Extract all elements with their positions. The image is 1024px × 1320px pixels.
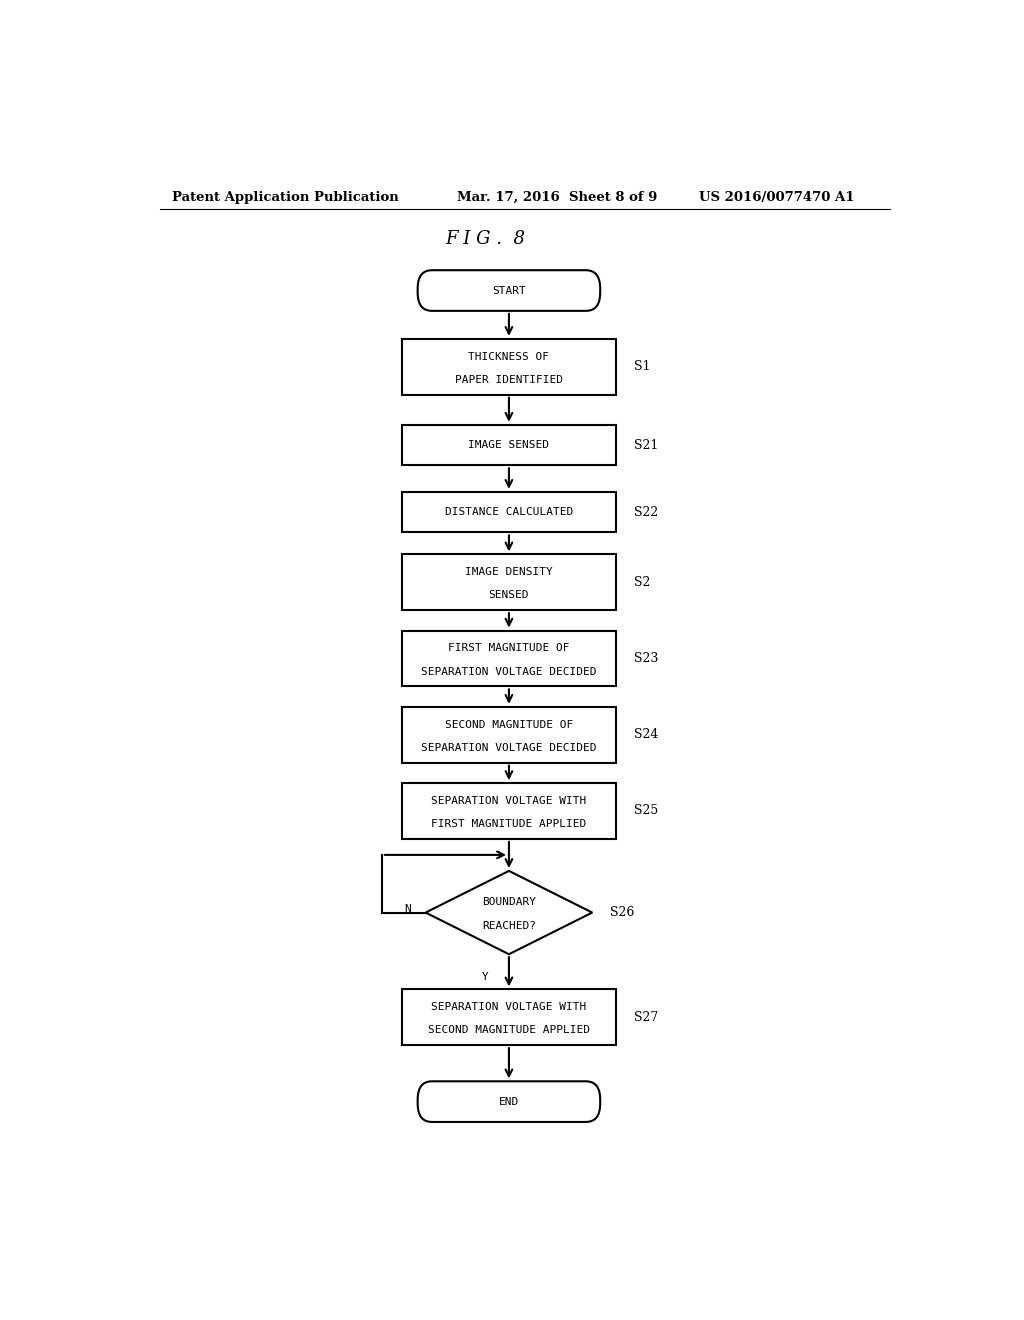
Text: START: START: [493, 285, 525, 296]
Text: PAPER IDENTIFIED: PAPER IDENTIFIED: [455, 375, 563, 385]
Bar: [401, 492, 616, 532]
Text: SEPARATION VOLTAGE WITH: SEPARATION VOLTAGE WITH: [431, 1002, 587, 1012]
Text: S22: S22: [634, 506, 657, 519]
Bar: [401, 989, 616, 1045]
Text: S23: S23: [634, 652, 657, 665]
Text: S1: S1: [634, 360, 650, 374]
Text: FIRST MAGNITUDE OF: FIRST MAGNITUDE OF: [449, 643, 569, 653]
Text: S27: S27: [634, 1011, 657, 1024]
Text: S24: S24: [634, 729, 657, 742]
Text: S26: S26: [609, 906, 634, 919]
Text: END: END: [499, 1097, 519, 1106]
Text: S2: S2: [634, 576, 650, 589]
Text: SENSED: SENSED: [488, 590, 529, 601]
FancyBboxPatch shape: [418, 1081, 600, 1122]
Bar: [401, 706, 616, 763]
Text: S25: S25: [634, 804, 657, 817]
Bar: [401, 783, 616, 840]
Polygon shape: [426, 871, 592, 954]
Text: SECOND MAGNITUDE APPLIED: SECOND MAGNITUDE APPLIED: [428, 1026, 590, 1035]
Bar: [401, 339, 616, 395]
Text: IMAGE SENSED: IMAGE SENSED: [468, 440, 550, 450]
Text: US 2016/0077470 A1: US 2016/0077470 A1: [699, 190, 855, 203]
Bar: [401, 425, 616, 466]
Text: S21: S21: [634, 438, 657, 451]
Text: THICKNESS OF: THICKNESS OF: [468, 351, 550, 362]
Text: DISTANCE CALCULATED: DISTANCE CALCULATED: [444, 507, 573, 517]
Text: BOUNDARY: BOUNDARY: [482, 898, 536, 907]
Text: F I G .  8: F I G . 8: [445, 230, 525, 248]
Text: SEPARATION VOLTAGE DECIDED: SEPARATION VOLTAGE DECIDED: [421, 667, 597, 677]
Text: Mar. 17, 2016  Sheet 8 of 9: Mar. 17, 2016 Sheet 8 of 9: [458, 190, 657, 203]
Text: SEPARATION VOLTAGE WITH: SEPARATION VOLTAGE WITH: [431, 796, 587, 805]
Bar: [401, 554, 616, 610]
Text: SECOND MAGNITUDE OF: SECOND MAGNITUDE OF: [444, 719, 573, 730]
FancyBboxPatch shape: [418, 271, 600, 312]
Text: REACHED?: REACHED?: [482, 921, 536, 931]
Text: FIRST MAGNITUDE APPLIED: FIRST MAGNITUDE APPLIED: [431, 820, 587, 829]
Text: Patent Application Publication: Patent Application Publication: [172, 190, 398, 203]
Bar: [401, 631, 616, 686]
Text: IMAGE DENSITY: IMAGE DENSITY: [465, 568, 553, 577]
Text: N: N: [404, 903, 412, 913]
Text: SEPARATION VOLTAGE DECIDED: SEPARATION VOLTAGE DECIDED: [421, 743, 597, 752]
Text: Y: Y: [481, 972, 488, 982]
